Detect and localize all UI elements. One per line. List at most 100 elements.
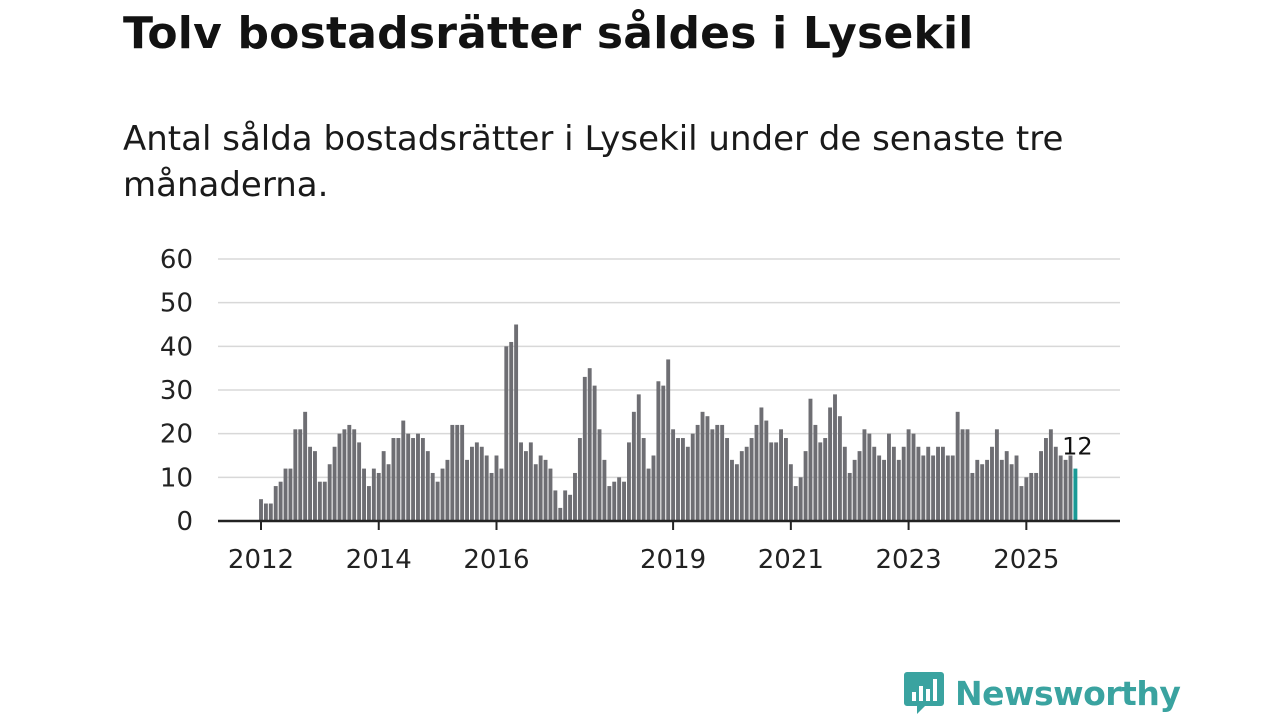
bar [308,446,313,521]
x-tick-label: 2019 [640,545,706,575]
bar [970,472,975,521]
bar [891,446,896,521]
bar [322,481,327,521]
bar [327,464,332,521]
bar [406,433,411,521]
bar [636,394,641,521]
bar [357,442,362,521]
highlight-value-label: 12 [1062,433,1093,461]
bar [680,438,685,521]
bar [484,455,489,521]
x-tick-label: 2014 [346,545,412,575]
bar [602,459,607,521]
bar [700,411,705,521]
bar [1058,455,1063,521]
bar [337,433,342,521]
bar [420,438,425,521]
bar [739,451,744,521]
bar [906,429,911,521]
bar [342,429,347,521]
bar [877,455,882,521]
newsworthy-logo: Newsworthy [903,670,1181,716]
bar [730,459,734,521]
bar [911,433,916,521]
bar [504,346,509,521]
bar [313,451,317,521]
bar [631,411,636,521]
bar [548,468,553,521]
bar [1068,455,1073,521]
bar [803,451,808,521]
bar [960,429,965,521]
bar [656,381,661,521]
bar [833,394,837,521]
bar [936,446,940,521]
bar [259,499,263,521]
bars [259,324,1078,521]
newsworthy-bar-chart-icon [904,672,944,714]
bar [411,438,416,521]
bar [793,486,798,521]
bar [705,416,710,521]
bar [882,459,887,521]
bar [1024,477,1029,521]
bar [980,464,985,521]
bar [533,464,538,521]
bar [720,424,725,521]
bar [612,481,617,521]
bar [852,459,857,521]
x-tick-label: 2025 [993,545,1059,575]
bar [872,446,877,521]
bar [955,411,960,521]
bar [651,455,656,521]
bar [1034,472,1039,521]
bar [528,442,533,521]
bar [573,472,577,521]
bar [435,481,440,521]
bar [430,472,435,521]
bar [450,424,455,521]
bar [666,359,671,521]
y-tick-label: 30 [160,376,193,406]
y-tick-label: 20 [160,420,193,450]
bar [857,451,862,521]
bar [744,446,749,521]
bar [607,486,612,521]
bar [734,464,739,521]
bar [568,494,573,521]
bar [916,446,921,521]
bar [425,451,430,521]
bar [298,429,303,521]
bar [1009,464,1014,521]
bar [901,446,906,521]
bar [553,490,558,521]
bar [1048,429,1053,521]
bar [646,468,651,521]
bar [926,446,931,521]
y-tick-label: 60 [160,245,193,275]
bar [1044,438,1048,521]
bar [965,429,970,521]
bar [921,455,926,521]
bar [396,438,401,521]
bar [470,446,474,521]
bar [538,455,543,521]
bar [376,472,381,521]
bar [783,438,788,521]
logo-text: Newsworthy [955,673,1181,713]
bar [798,477,803,521]
bar [710,429,715,521]
bar [1039,451,1043,521]
bar [479,446,484,521]
bar [263,503,268,521]
bar [381,451,386,521]
bar [514,324,519,521]
bar [489,472,494,521]
labels: 0 10 20 30 40 50 60 2012 2014 2016 2019 2021 2023 202… [160,245,1093,575]
bar [990,446,994,521]
bar [1019,486,1024,521]
x-tick-label: 2021 [758,545,824,575]
bar [715,424,720,521]
chart-subtitle: Antal sålda bostadsrätter i Lysekil unde… [123,119,1064,205]
bar [352,429,357,521]
